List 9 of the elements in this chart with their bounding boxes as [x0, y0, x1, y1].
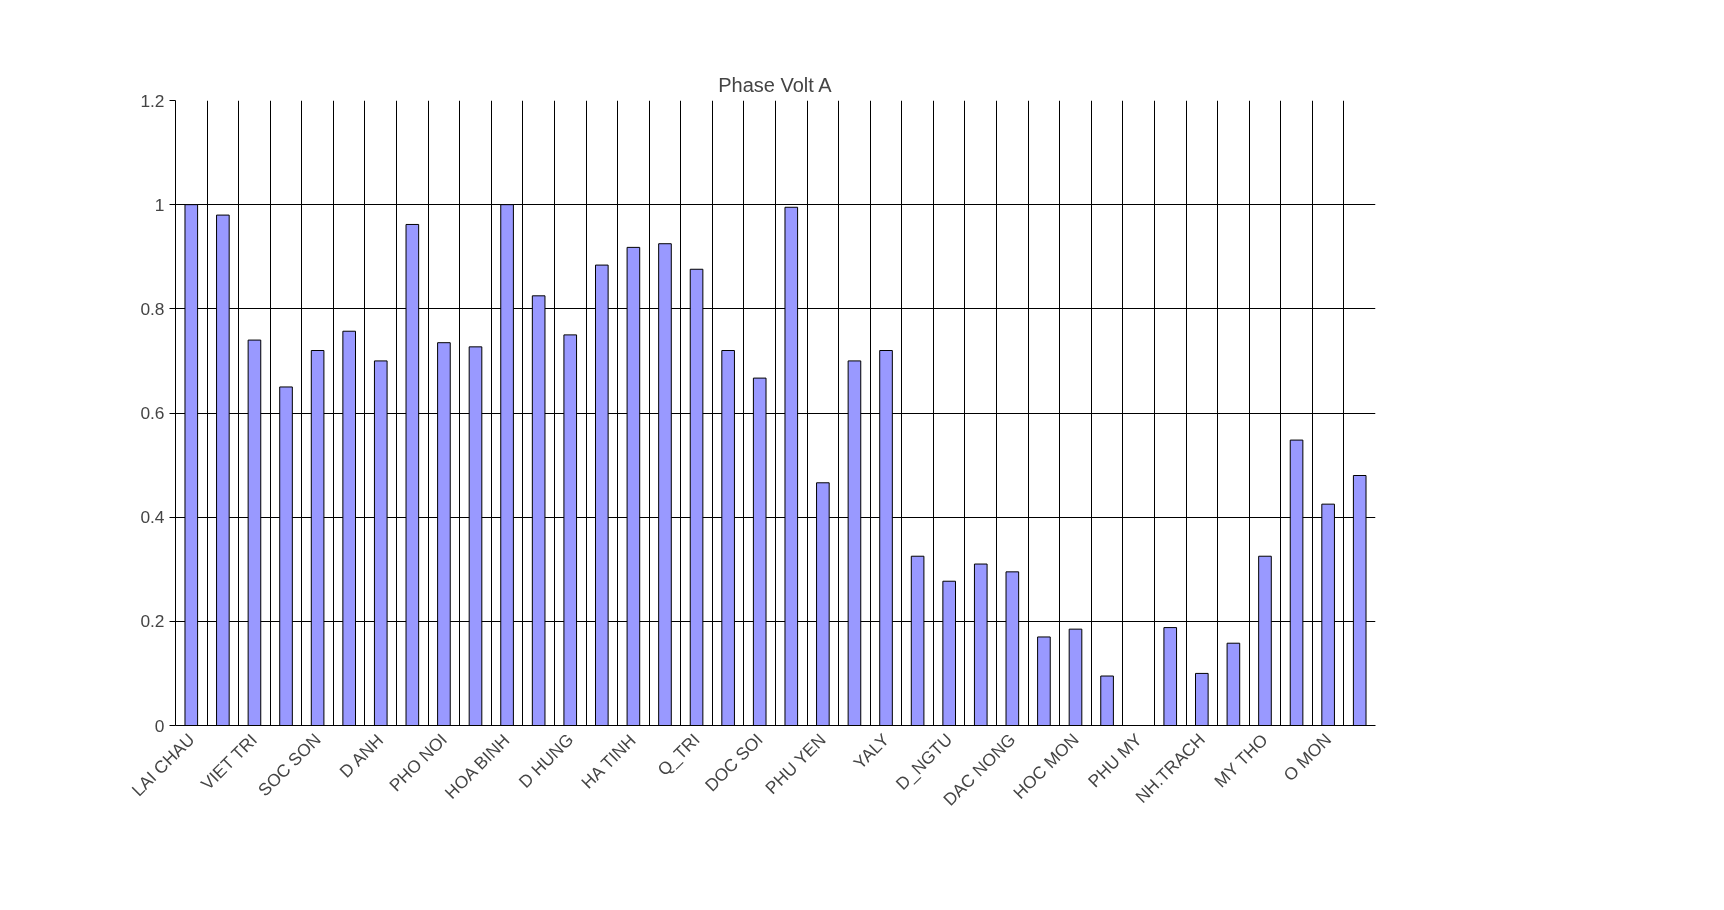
chart-title: Phase Volt A [718, 73, 833, 96]
x-tick-label: MY THO [1210, 729, 1272, 792]
y-tick-label: 0.2 [140, 611, 165, 632]
y-tick-label: 0.8 [140, 298, 165, 319]
y-tick-label: 1 [154, 194, 165, 215]
y-tick-label: 0.6 [140, 403, 165, 423]
y-tick-label: 0 [154, 715, 165, 736]
y-tick-label: 1.2 [140, 90, 165, 111]
y-tick-label: 0.4 [140, 507, 165, 528]
